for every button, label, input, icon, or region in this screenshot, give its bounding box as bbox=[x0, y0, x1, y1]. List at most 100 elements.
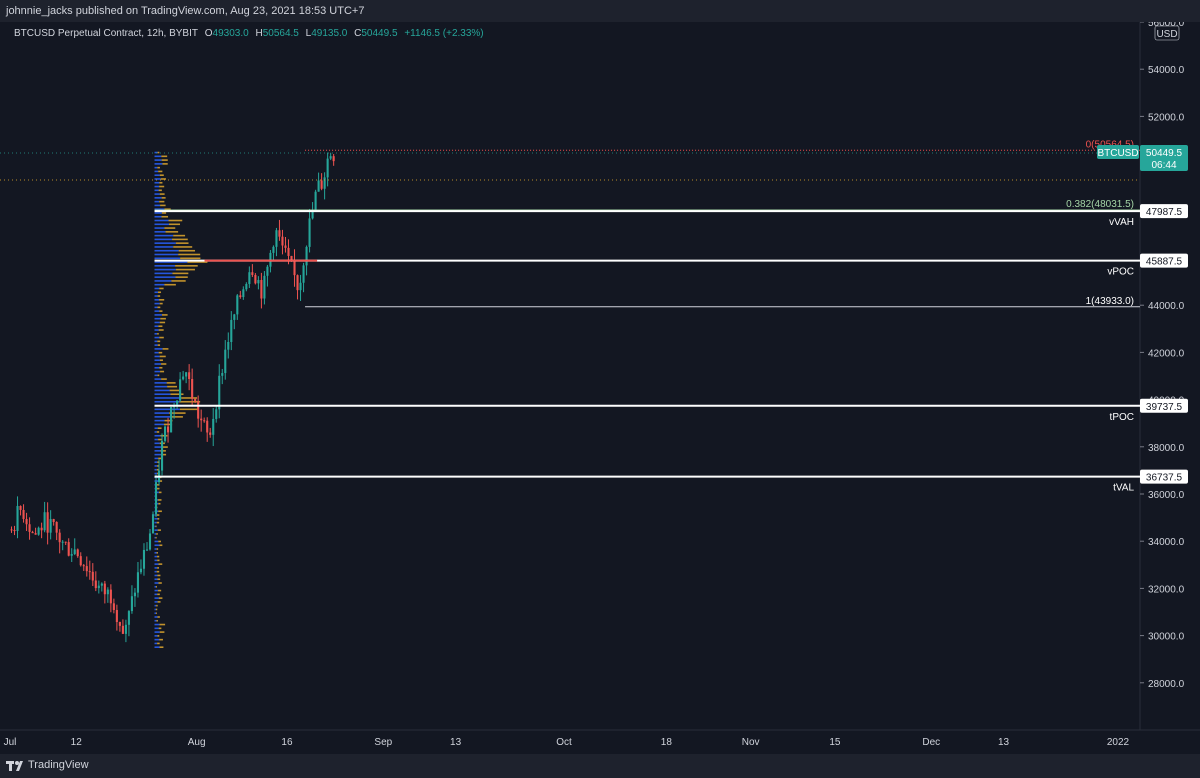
candle-body bbox=[281, 236, 284, 246]
volume-profile-bar-up bbox=[154, 536, 156, 539]
volume-profile-bar-down bbox=[179, 400, 201, 403]
volume-profile-bar-up bbox=[154, 363, 162, 365]
candle-body bbox=[209, 432, 212, 435]
volume-profile-bar-up bbox=[154, 601, 158, 603]
candle-body bbox=[191, 379, 194, 399]
candle-body bbox=[254, 274, 257, 284]
volume-profile-bar-down bbox=[166, 382, 176, 384]
volume-profile-bar-down bbox=[160, 450, 166, 452]
candle-body bbox=[179, 379, 182, 401]
candle-body bbox=[46, 512, 49, 533]
volume-profile-bar-up bbox=[154, 193, 160, 195]
volume-profile-bar-down bbox=[156, 468, 159, 471]
symbol-tag-label: BTCUSD bbox=[1097, 148, 1138, 159]
volume-profile-bar-down bbox=[172, 272, 189, 275]
candle-body bbox=[170, 406, 173, 433]
volume-profile-bar-down bbox=[170, 393, 184, 396]
volume-profile-bar-up bbox=[154, 215, 162, 218]
volume-profile-bar-up bbox=[154, 431, 157, 433]
volume-profile-bar-down bbox=[156, 431, 160, 433]
time-tick-label: 12 bbox=[71, 737, 83, 748]
legend-close: 50449.5 bbox=[361, 28, 398, 39]
volume-profile-bar-up bbox=[154, 574, 158, 577]
volume-profile-bar-down bbox=[162, 163, 168, 165]
legend-open-label: O bbox=[204, 28, 213, 39]
volume-profile-bar-down bbox=[168, 223, 181, 226]
volume-profile-bar-down bbox=[158, 438, 163, 441]
volume-profile-bar-down bbox=[164, 227, 176, 229]
volume-profile-bar-up bbox=[154, 585, 157, 588]
candle-body bbox=[61, 541, 64, 543]
legend-close-label: C bbox=[354, 28, 362, 39]
volume-profile-bar-down bbox=[158, 597, 163, 599]
volume-profile-bar-down bbox=[157, 499, 162, 501]
volume-profile-bar-down bbox=[159, 287, 164, 290]
volume-profile-bar-up bbox=[154, 306, 158, 309]
volume-profile-bar-down bbox=[159, 646, 164, 648]
volume-profile-bar-down bbox=[158, 329, 164, 331]
price-tick-label: 42000.0 bbox=[1148, 348, 1185, 359]
time-tick-label: 16 bbox=[281, 737, 293, 748]
price-tick-label: 56000.0 bbox=[1148, 22, 1185, 29]
candle-body bbox=[112, 603, 115, 610]
footer-bar: TradingView bbox=[0, 754, 1200, 778]
volume-profile-bar-down bbox=[159, 336, 164, 339]
price-tick-label: 30000.0 bbox=[1148, 632, 1185, 643]
volume-profile-bar-down bbox=[157, 151, 160, 154]
candle-body bbox=[260, 279, 263, 299]
candle-body bbox=[121, 625, 124, 634]
candle-body bbox=[266, 266, 269, 276]
volume-profile-bar-up bbox=[154, 370, 161, 373]
time-tick-label: Dec bbox=[922, 737, 940, 748]
candle-body bbox=[136, 572, 140, 593]
candle-body bbox=[326, 158, 329, 178]
candle-body bbox=[130, 596, 133, 612]
volume-profile-bar-up bbox=[154, 552, 157, 554]
volume-profile-bar-up bbox=[154, 638, 160, 641]
candle-body bbox=[13, 530, 16, 532]
candle-body bbox=[263, 275, 266, 299]
candle-body bbox=[70, 554, 73, 556]
candle-body bbox=[167, 426, 170, 433]
time-tick-label: 15 bbox=[829, 737, 841, 748]
volume-profile-bar-down bbox=[156, 533, 158, 535]
volume-profile-bar-up bbox=[154, 597, 159, 599]
candle-body bbox=[176, 400, 179, 407]
candle-body bbox=[308, 218, 311, 247]
time-tick-label: Oct bbox=[556, 737, 572, 748]
volume-profile-bar-down bbox=[181, 397, 198, 399]
price-chart[interactable]: 28000.0 30000.0 32000.0 34000.0 36000.0 38000… bbox=[0, 22, 1200, 754]
volume-profile-bar-up bbox=[154, 374, 158, 377]
volume-profile-bar-up bbox=[154, 310, 160, 312]
volume-profile-bar-down bbox=[165, 231, 179, 233]
volume-profile-bar-up bbox=[154, 287, 160, 290]
volume-profile-bar-up bbox=[154, 185, 160, 188]
volume-profile-bar-up bbox=[154, 200, 160, 203]
candle-body bbox=[52, 519, 55, 522]
volume-profile-bar-up bbox=[154, 351, 159, 354]
candle-body bbox=[242, 289, 245, 298]
volume-profile-bar-up bbox=[154, 302, 160, 305]
volume-profile-bar-down bbox=[156, 570, 160, 573]
axis-tag-label-vVAH: 47987.5 bbox=[1146, 207, 1183, 218]
volume-profile-bar-up bbox=[154, 359, 160, 362]
time-tick-label: 13 bbox=[450, 737, 462, 748]
fib-level-0382-label: 0.382(48031.5) bbox=[1066, 199, 1134, 210]
volume-profile-bar-up bbox=[154, 291, 158, 294]
candle-body bbox=[227, 341, 230, 350]
ohlc-legend: BTCUSD Perpetual Contract, 12h, BYBIT O4… bbox=[14, 28, 488, 39]
volume-profile-bar-down bbox=[156, 552, 158, 554]
candle-body bbox=[34, 533, 37, 535]
fib-level-0-label: 0(50564.5) bbox=[1086, 139, 1134, 150]
volume-profile-bar-up bbox=[154, 442, 160, 445]
volume-profile-bar-down bbox=[160, 317, 166, 320]
volume-profile-bar-up bbox=[154, 321, 160, 324]
volume-profile-bar-up bbox=[154, 246, 174, 248]
candle-body bbox=[94, 580, 97, 589]
volume-profile-bar-up bbox=[154, 355, 160, 358]
candle-body bbox=[19, 505, 22, 510]
volume-profile-bar-down bbox=[161, 215, 169, 218]
price-tick-label: 36000.0 bbox=[1148, 490, 1185, 501]
candle-body bbox=[221, 373, 224, 376]
volume-profile-bar-down bbox=[159, 631, 165, 633]
